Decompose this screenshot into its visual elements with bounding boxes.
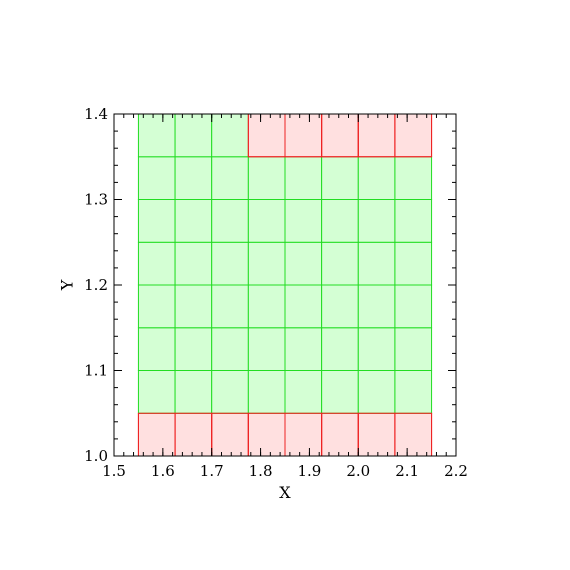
cell-green-r2-c1 (174, 327, 213, 371)
cell-green-r1-c6 (357, 370, 396, 414)
cell-green-r3-c0 (137, 284, 176, 329)
x-tick-label: 1.5 (102, 462, 126, 480)
cell-green-r2-c6 (357, 327, 396, 371)
cell-green-r2-c3 (247, 327, 286, 371)
x-tick-labels: 1.5 1.6 1.7 1.8 1.9 2.0 2.1 2.2 (102, 462, 468, 480)
cell-red-r7-c4 (284, 113, 323, 158)
y-tick-label: 1.3 (84, 191, 108, 209)
cell-green-r4-c3 (247, 241, 286, 286)
cell-red-r0-c5 (321, 412, 359, 457)
cell-green-r6-c4 (284, 156, 323, 200)
cell-green-r1-c5 (321, 370, 359, 414)
cell-green-r7-c0 (137, 113, 176, 158)
cell-green-r6-c0 (137, 156, 176, 200)
x-axis-label: X (279, 483, 291, 502)
cell-green-r3-c6 (357, 284, 396, 329)
cell-green-r1-c0 (137, 370, 176, 414)
cell-green-r2-c4 (284, 327, 323, 371)
y-tick-labels: 1.0 1.1 1.2 1.3 1.4 (84, 105, 108, 465)
y-tick-label: 1.4 (84, 105, 108, 123)
cell-green-r6-c7 (394, 156, 433, 200)
cell-green-r1-c2 (211, 370, 249, 414)
x-tick-label: 1.6 (151, 462, 175, 480)
cell-red-r7-c3 (247, 113, 286, 158)
cell-green-r3-c3 (247, 284, 286, 329)
cell-green-r5-c2 (211, 199, 249, 243)
cell-green-r3-c2 (211, 284, 249, 329)
x-tick-label: 1.9 (297, 462, 321, 480)
cell-green-r5-c3 (247, 199, 286, 243)
cell-green-r1-c1 (174, 370, 213, 414)
cell-green-r5-c7 (394, 199, 433, 243)
cell-red-r0-c6 (357, 412, 396, 457)
cell-green-r3-c1 (174, 284, 213, 329)
cell-green-r4-c7 (394, 241, 433, 286)
cell-red-r7-c7 (394, 113, 433, 158)
cell-green-r1-c3 (247, 370, 286, 414)
cell-green-r4-c4 (284, 241, 323, 286)
x-tick-label: 1.8 (249, 462, 273, 480)
x-tick-label: 2.1 (395, 462, 419, 480)
cell-green-r2-c5 (321, 327, 359, 371)
tick-layer (113, 113, 457, 457)
cell-green-r3-c5 (321, 284, 359, 329)
x-tick-label: 2.0 (346, 462, 370, 480)
cell-green-r5-c5 (321, 199, 359, 243)
x-tick-label: 2.2 (444, 462, 468, 480)
cell-green-r6-c2 (211, 156, 249, 200)
cell-red-r0-c2 (211, 412, 249, 457)
cell-green-r2-c7 (394, 327, 433, 371)
cell-green-r4-c5 (321, 241, 359, 286)
cell-green-r4-c6 (357, 241, 396, 286)
cell-green-r5-c1 (174, 199, 213, 243)
cell-green-r3-c4 (284, 284, 323, 329)
cell-green-r7-c2 (211, 113, 249, 158)
cell-green-r2-c2 (211, 327, 249, 371)
cell-red-r0-c1 (174, 412, 213, 457)
cell-green-r5-c4 (284, 199, 323, 243)
cell-green-r7-c1 (174, 113, 213, 158)
cell-red-r0-c0 (137, 412, 176, 457)
cell-green-r4-c1 (174, 241, 213, 286)
cell-green-r6-c5 (321, 156, 359, 200)
cell-red-r7-c5 (321, 113, 359, 158)
y-tick-label: 1.0 (84, 447, 108, 465)
cell-red-r7-c6 (357, 113, 396, 158)
cell-red-r0-c3 (247, 412, 286, 457)
cell-red-r0-c4 (284, 412, 323, 457)
cell-red-r0-c7 (394, 412, 433, 457)
cell-green-r1-c4 (284, 370, 323, 414)
y-tick-label: 1.2 (84, 276, 108, 294)
cell-layer (137, 113, 433, 457)
cell-green-r6-c6 (357, 156, 396, 200)
cell-green-r2-c0 (137, 327, 176, 371)
cell-green-r6-c1 (174, 156, 213, 200)
cell-green-r1-c7 (394, 370, 433, 414)
cell-green-r3-c7 (394, 284, 433, 329)
y-tick-label: 1.1 (84, 362, 108, 380)
cell-green-r5-c0 (137, 199, 176, 243)
y-axis-label: Y (58, 279, 77, 291)
cell-green-r4-c2 (211, 241, 249, 286)
cell-green-r4-c0 (137, 241, 176, 286)
x-tick-label: 1.7 (200, 462, 224, 480)
cell-green-r6-c3 (247, 156, 286, 200)
cell-green-r5-c6 (357, 199, 396, 243)
